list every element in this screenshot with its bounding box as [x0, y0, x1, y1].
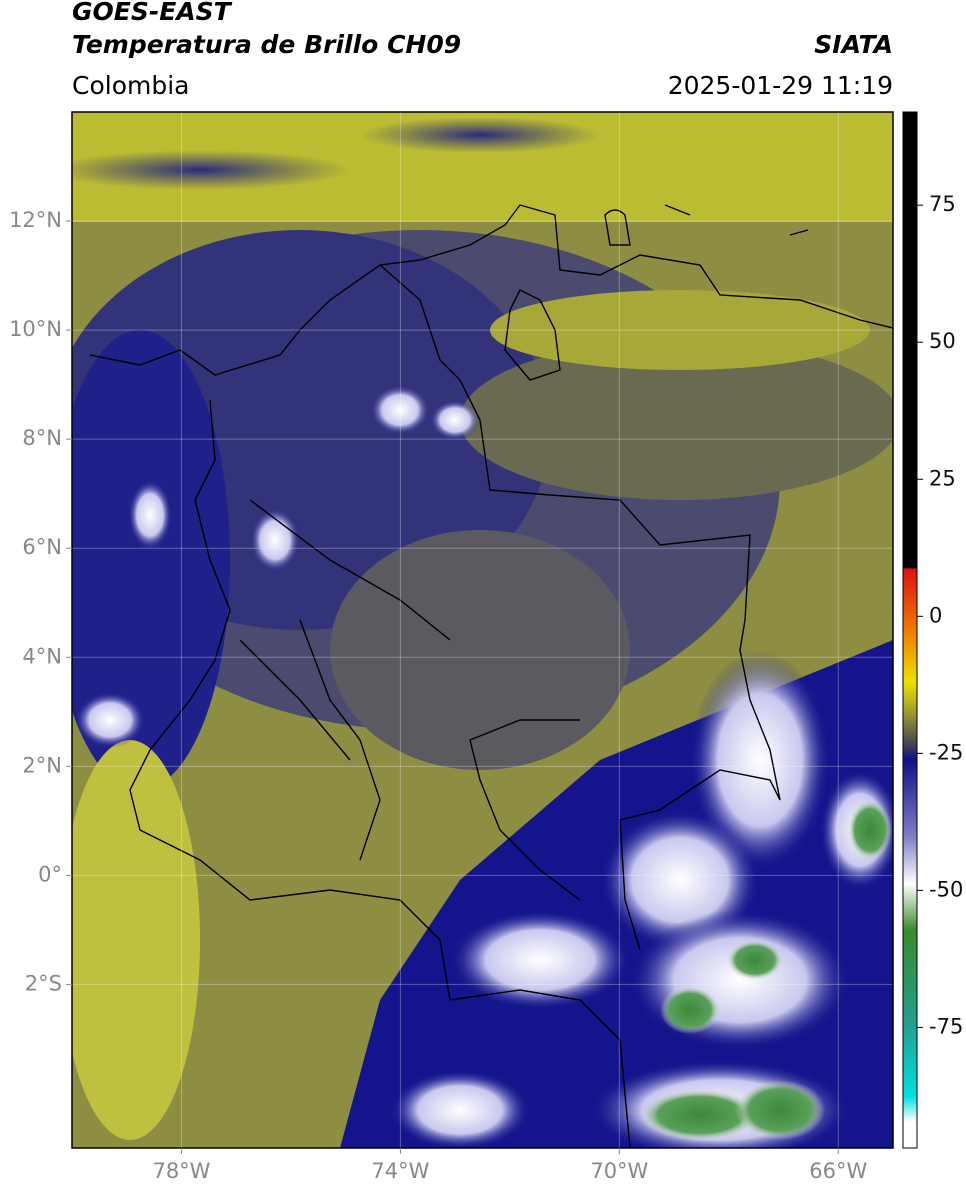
map-frame — [71, 111, 894, 1149]
graticule — [72, 112, 893, 1148]
title-source: GOES-EAST — [72, 0, 233, 26]
lon-tick-label: 66°W — [809, 1159, 867, 1183]
timestamp: 2025-01-29 11:19 — [668, 71, 893, 100]
colorbar-tick-label: 25 — [929, 466, 956, 490]
lat-tick-label: 0° — [38, 862, 62, 886]
colorbar-tick-label: 75 — [929, 192, 956, 216]
lat-tick-label: 6°N — [22, 535, 62, 559]
lat-tick-label: 2°S — [25, 971, 62, 995]
lon-tick-label: 74°W — [371, 1159, 429, 1183]
colorbar-tick-label: -75 — [929, 1014, 963, 1038]
lat-tick-label: 10°N — [9, 317, 62, 341]
lon-tick-label: 78°W — [152, 1159, 210, 1183]
colorbar-tick-label: 50 — [929, 329, 956, 353]
lon-tick-label: 70°W — [590, 1159, 648, 1183]
colorbar — [902, 111, 918, 1149]
title-product: Temperatura de Brillo CH09 — [72, 30, 461, 59]
colorbar-tick-label: -25 — [929, 740, 963, 764]
lat-tick-label: 12°N — [9, 208, 62, 232]
colorbar-tick-label: 0 — [929, 603, 942, 627]
lat-tick-label: 8°N — [22, 426, 62, 450]
lat-tick-label: 4°N — [22, 644, 62, 668]
lat-tick-label: 2°N — [22, 753, 62, 777]
colorbar-tick-label: -50 — [929, 877, 963, 901]
title-agency: SIATA — [814, 30, 893, 59]
region-label: Colombia — [72, 71, 189, 100]
satellite-image — [72, 112, 893, 1148]
